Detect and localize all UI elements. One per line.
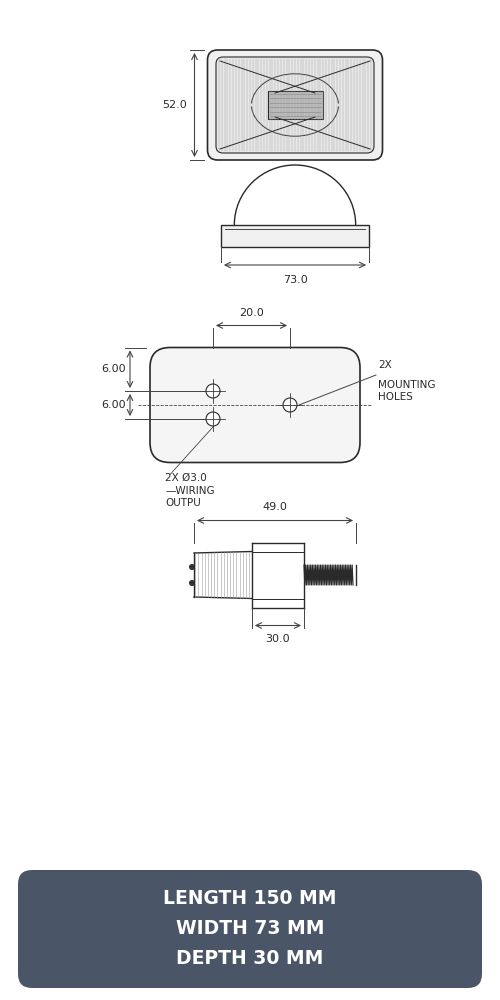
Circle shape	[283, 398, 297, 412]
Text: LENGTH 150 MM: LENGTH 150 MM	[163, 890, 337, 908]
Text: DEPTH 30 MM: DEPTH 30 MM	[176, 950, 324, 968]
FancyBboxPatch shape	[18, 870, 482, 988]
Circle shape	[190, 580, 194, 585]
Text: 52.0: 52.0	[162, 100, 187, 110]
Text: OUTPU: OUTPU	[165, 498, 201, 508]
Text: —WIRING: —WIRING	[165, 486, 214, 495]
Text: 73.0: 73.0	[282, 275, 308, 285]
Text: WIDTH 73 MM: WIDTH 73 MM	[176, 920, 324, 938]
Text: 30.0: 30.0	[266, 635, 290, 645]
Text: 6.00: 6.00	[102, 364, 126, 374]
Text: MOUNTING: MOUNTING	[378, 380, 436, 390]
Bar	[268, 91, 322, 119]
FancyBboxPatch shape	[150, 348, 360, 462]
Text: 49.0: 49.0	[262, 502, 287, 512]
Text: 6.00: 6.00	[102, 400, 126, 410]
Text: 2X: 2X	[378, 360, 392, 370]
Circle shape	[206, 384, 220, 398]
Text: 20.0: 20.0	[239, 308, 264, 318]
Text: HOLES: HOLES	[378, 392, 413, 402]
Circle shape	[206, 412, 220, 426]
Bar	[221, 225, 369, 247]
Text: 2X Ø3.0: 2X Ø3.0	[165, 473, 207, 483]
FancyBboxPatch shape	[208, 50, 382, 160]
Circle shape	[190, 564, 194, 570]
FancyBboxPatch shape	[216, 57, 374, 153]
